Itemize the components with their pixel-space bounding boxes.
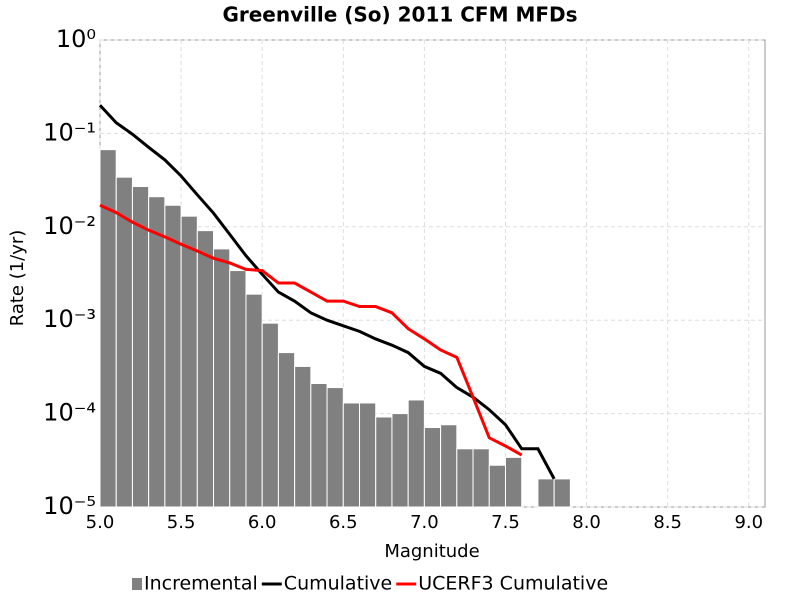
bar: [245, 293, 263, 508]
y-tick-label: 10⁻⁴: [43, 399, 96, 427]
bar: [115, 176, 133, 508]
legend-swatch: [132, 578, 142, 590]
bar: [99, 149, 117, 508]
bar: [488, 464, 506, 508]
bar: [213, 248, 231, 508]
legend-label: UCERF3 Cumulative: [418, 573, 608, 595]
bar: [229, 270, 247, 508]
x-tick-label: 7.5: [491, 512, 520, 533]
bar: [326, 387, 344, 508]
bar: [407, 399, 425, 508]
bar: [391, 413, 409, 508]
x-tick-label: 7.0: [410, 512, 439, 533]
bar: [131, 186, 150, 508]
bar: [537, 478, 555, 508]
x-axis-label: Magnitude: [384, 541, 479, 562]
x-tick-label: 6.5: [329, 512, 358, 533]
bar: [277, 352, 296, 508]
bar: [148, 196, 166, 508]
x-tick-label: 9.0: [734, 512, 763, 533]
legend-label: Incremental: [144, 573, 258, 595]
x-tick-label: 6.0: [248, 512, 277, 533]
bar: [342, 402, 361, 508]
x-tick-label: 5.0: [86, 512, 115, 533]
y-tick-label: 10⁰: [56, 25, 96, 53]
x-tick-label: 8.5: [653, 512, 682, 533]
bar: [472, 448, 490, 508]
bar: [553, 478, 571, 508]
y-tick-label: 10⁻⁵: [43, 492, 96, 520]
bar: [310, 383, 328, 508]
bar: [359, 402, 377, 508]
bar: [164, 204, 182, 508]
line: [99, 203, 523, 457]
legend-label: Cumulative: [284, 573, 392, 595]
y-axis-label: Rate (1/yr): [7, 230, 28, 327]
bar: [294, 365, 312, 508]
x-tick-label: 8.0: [572, 512, 601, 533]
y-tick-label: 10⁻³: [43, 305, 96, 333]
bar: [261, 322, 279, 508]
bar: [504, 456, 523, 508]
bar: [180, 215, 198, 508]
bar: [440, 424, 458, 508]
y-tick-label: 10⁻²: [43, 212, 96, 240]
line: [98, 104, 556, 480]
bar: [423, 426, 442, 508]
x-tick-label: 5.5: [167, 512, 196, 533]
chart-title: Greenville (So) 2011 CFM MFDs: [222, 3, 577, 27]
bar: [456, 448, 474, 508]
y-tick-label: 10⁻¹: [43, 118, 96, 146]
bar: [375, 416, 393, 508]
bar: [196, 230, 215, 508]
